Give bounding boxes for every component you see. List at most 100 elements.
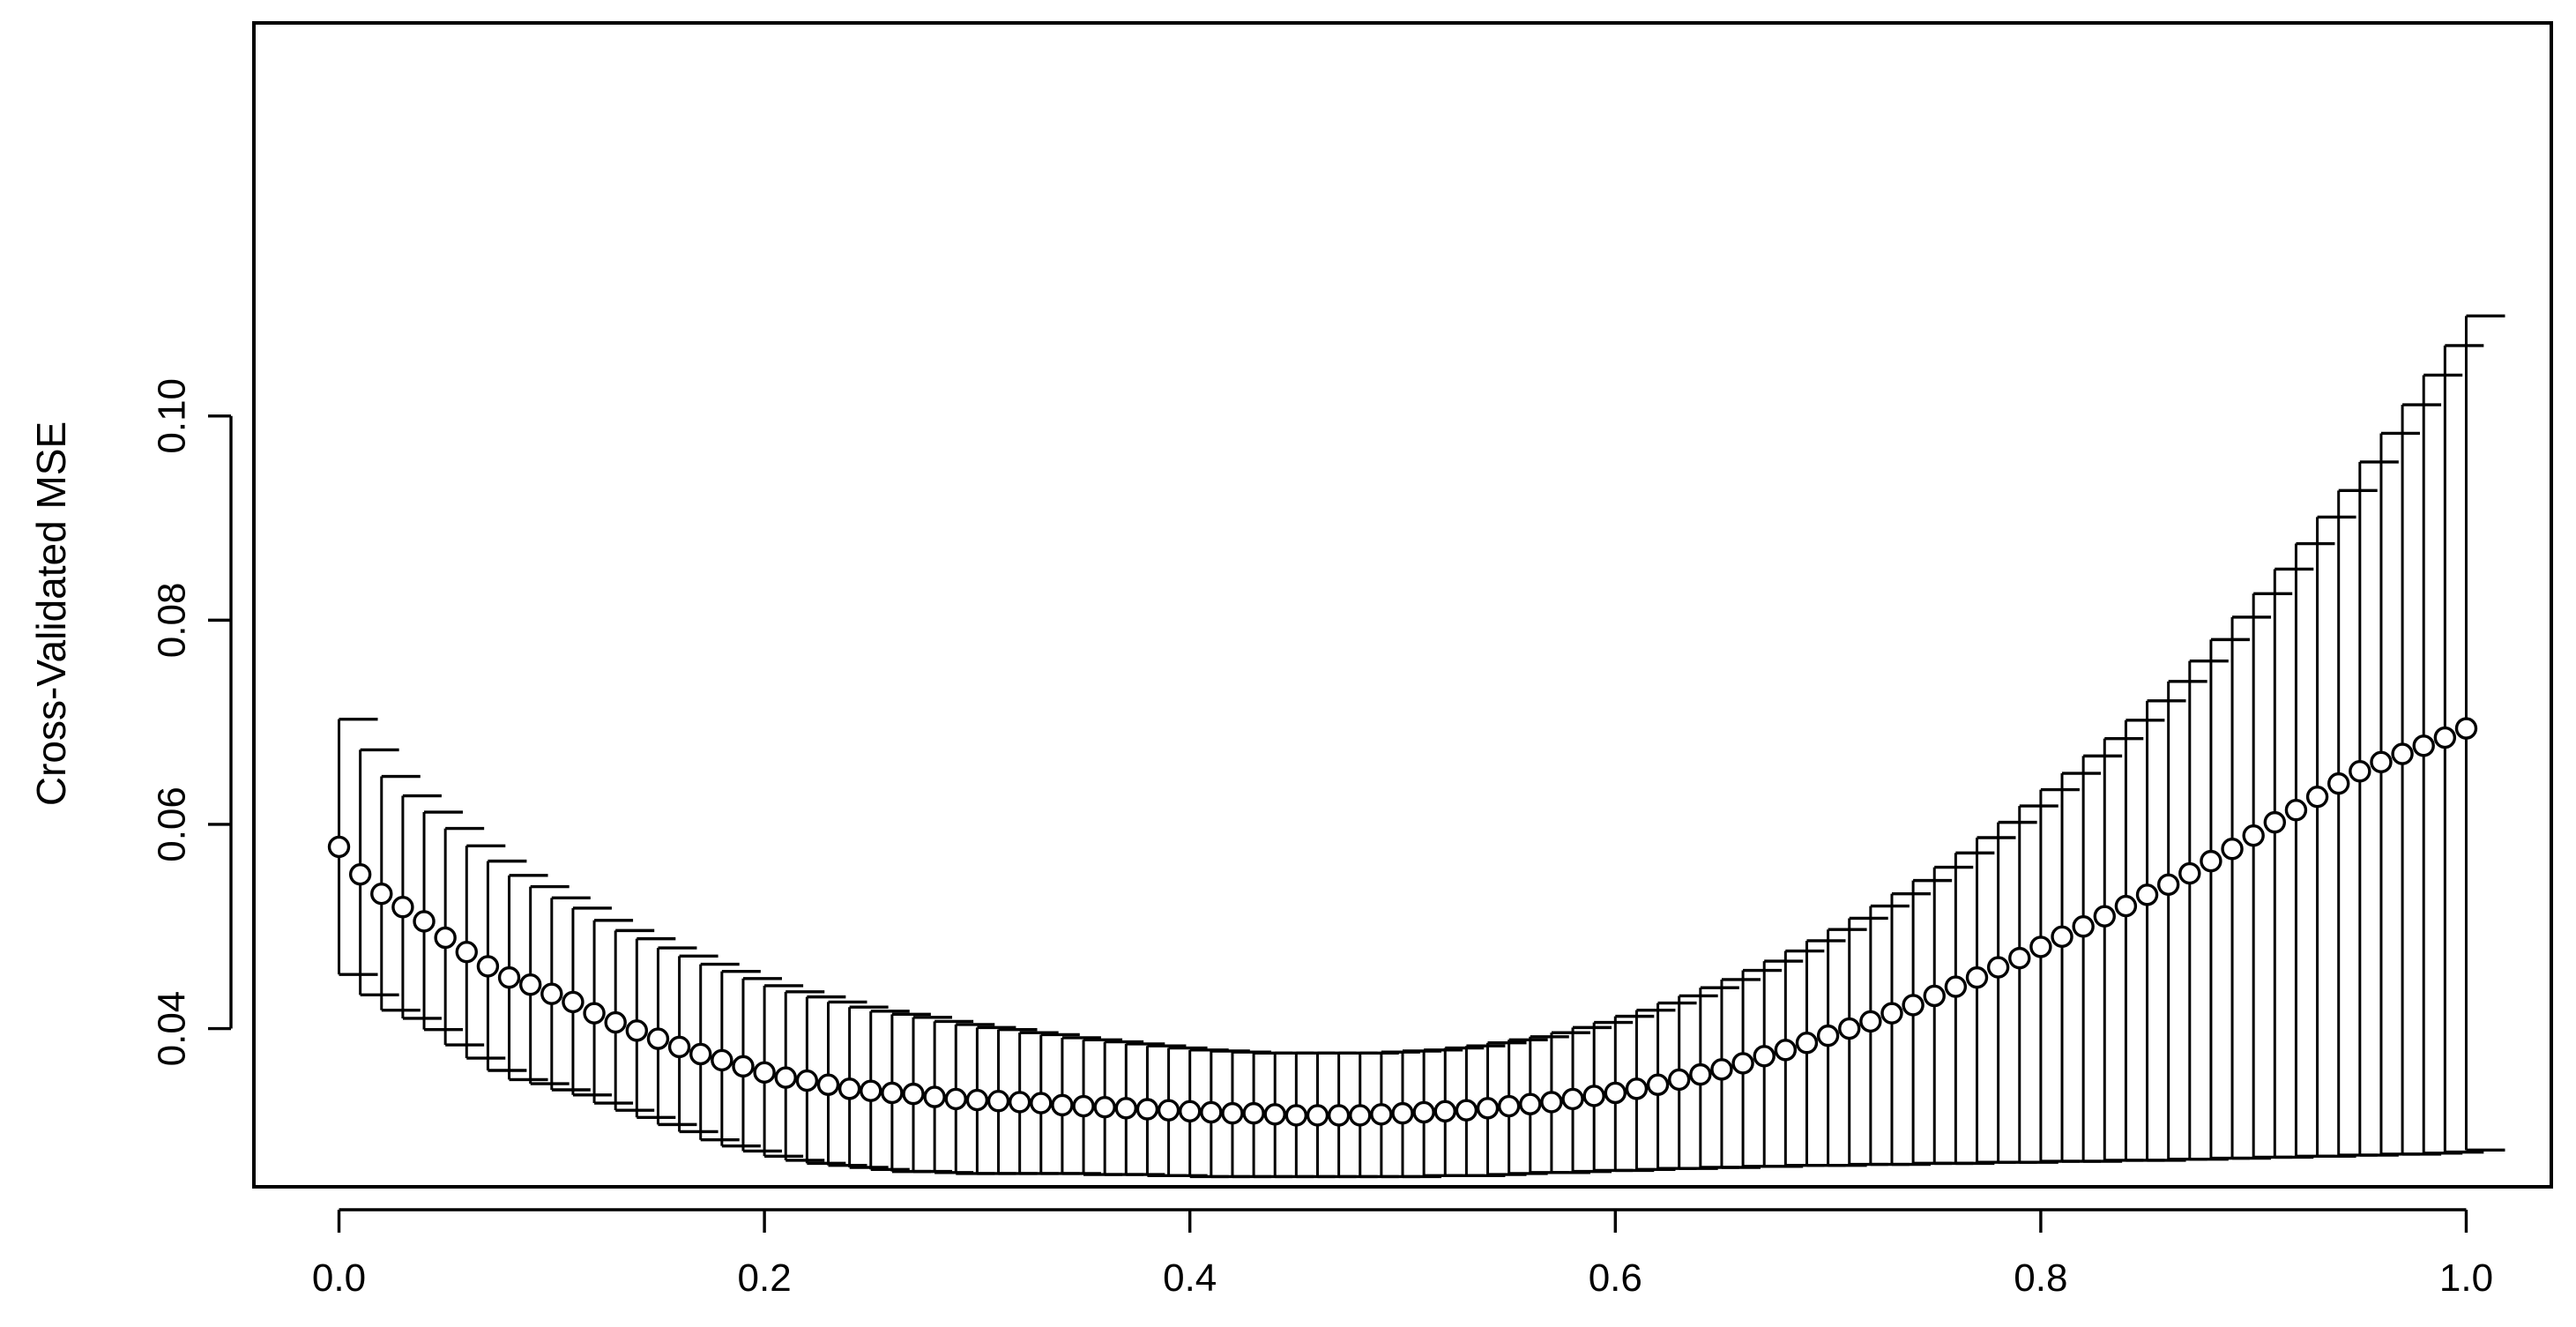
data-point (391, 896, 414, 919)
x-tick-label: 0.2 (738, 1256, 792, 1300)
data-point (1816, 1024, 1840, 1047)
x-axis: 0.0 0.2 0.4 0.6 0.8 1.0 (312, 1208, 2493, 1300)
data-point (2093, 905, 2116, 928)
data-point (816, 1073, 840, 1096)
data-point (1242, 1101, 1265, 1125)
data-point (1944, 975, 1968, 998)
data-point (2072, 915, 2095, 938)
data-point (1667, 1068, 1691, 1092)
data-point (1051, 1093, 1074, 1117)
data-point (497, 965, 521, 989)
data-point (348, 862, 372, 886)
data-point (774, 1066, 797, 1089)
data-point (1263, 1103, 1286, 1126)
data-point (1476, 1097, 1500, 1120)
data-point (923, 1085, 946, 1108)
data-point (2370, 750, 2393, 774)
data-point (625, 1019, 649, 1042)
data-point (1200, 1100, 1223, 1124)
data-point (1625, 1077, 1649, 1100)
data-point (1497, 1094, 1521, 1118)
data-point (689, 1042, 712, 1066)
data-point (1604, 1081, 1627, 1105)
data-point (753, 1061, 776, 1085)
data-point (1157, 1099, 1180, 1122)
data-point (1030, 1092, 1053, 1115)
data-point (986, 1090, 1010, 1113)
data-point (2242, 824, 2265, 847)
data-point (732, 1055, 755, 1078)
data-point (1391, 1101, 1414, 1125)
data-point (795, 1069, 819, 1092)
data-point (562, 990, 584, 1014)
data-point (1370, 1103, 1393, 1126)
data-point (1689, 1062, 1712, 1086)
data-point (1965, 965, 1989, 989)
data-point (838, 1077, 861, 1100)
data-points-group (327, 717, 2478, 1127)
data-point (2327, 772, 2350, 795)
data-point (711, 1048, 733, 1072)
plot-frame (252, 21, 2553, 1189)
data-point (455, 940, 478, 964)
x-tick-label: 0.4 (1163, 1256, 1217, 1300)
data-point (1093, 1095, 1116, 1119)
data-point (1646, 1073, 1670, 1096)
data-point (1455, 1099, 1478, 1122)
data-point (1412, 1100, 1435, 1124)
error-bar (2443, 344, 2484, 1154)
data-point (2114, 894, 2138, 918)
data-point (1838, 1017, 1861, 1040)
y-tick-label: 0.08 (151, 583, 194, 659)
data-point (1284, 1104, 1308, 1127)
y-tick-label: 0.06 (151, 787, 194, 862)
data-point (902, 1082, 925, 1106)
data-point (1327, 1104, 1351, 1127)
data-point (2305, 785, 2329, 809)
data-point (2008, 946, 2031, 970)
data-point (667, 1035, 691, 1059)
data-point (2284, 799, 2308, 822)
data-point (965, 1088, 989, 1112)
x-tick-label: 1.0 (2439, 1256, 2493, 1300)
y-tick-label: 0.04 (151, 991, 194, 1067)
data-point (1774, 1039, 1798, 1062)
data-point (1902, 994, 1925, 1017)
y-axis: 0.04 0.06 0.08 0.10 (151, 378, 233, 1067)
data-point (1582, 1085, 1605, 1107)
data-point (860, 1079, 882, 1102)
data-point (1072, 1094, 1095, 1118)
data-point (434, 926, 457, 950)
data-point (2454, 717, 2478, 740)
data-point (1135, 1098, 1159, 1121)
data-point (1114, 1097, 1138, 1120)
data-point (1433, 1100, 1456, 1123)
data-point (1923, 984, 1946, 1008)
data-point (1880, 1002, 1903, 1025)
data-point (1561, 1087, 1584, 1111)
data-point (1008, 1091, 1031, 1114)
data-point (1753, 1045, 1776, 1068)
data-point (2433, 726, 2457, 749)
data-point (518, 973, 542, 996)
data-point (2135, 883, 2159, 906)
data-point (2349, 760, 2371, 783)
data-point (646, 1027, 670, 1050)
data-point (2263, 810, 2287, 834)
data-point (413, 910, 436, 933)
data-point (1349, 1104, 1372, 1127)
data-point (583, 1002, 606, 1025)
x-tick-label: 0.0 (312, 1256, 366, 1300)
data-point (1306, 1104, 1329, 1127)
x-tick-label: 0.8 (2014, 1256, 2067, 1300)
data-point (2178, 861, 2201, 885)
data-point (2029, 936, 2052, 958)
data-point (1986, 956, 2010, 979)
data-point (1179, 1100, 1202, 1123)
x-tick-label: 0.6 (1589, 1256, 1642, 1300)
data-point (944, 1087, 967, 1111)
data-point (540, 982, 563, 1005)
data-point (1731, 1052, 1754, 1075)
data-point (2156, 873, 2180, 896)
data-point (327, 835, 351, 859)
